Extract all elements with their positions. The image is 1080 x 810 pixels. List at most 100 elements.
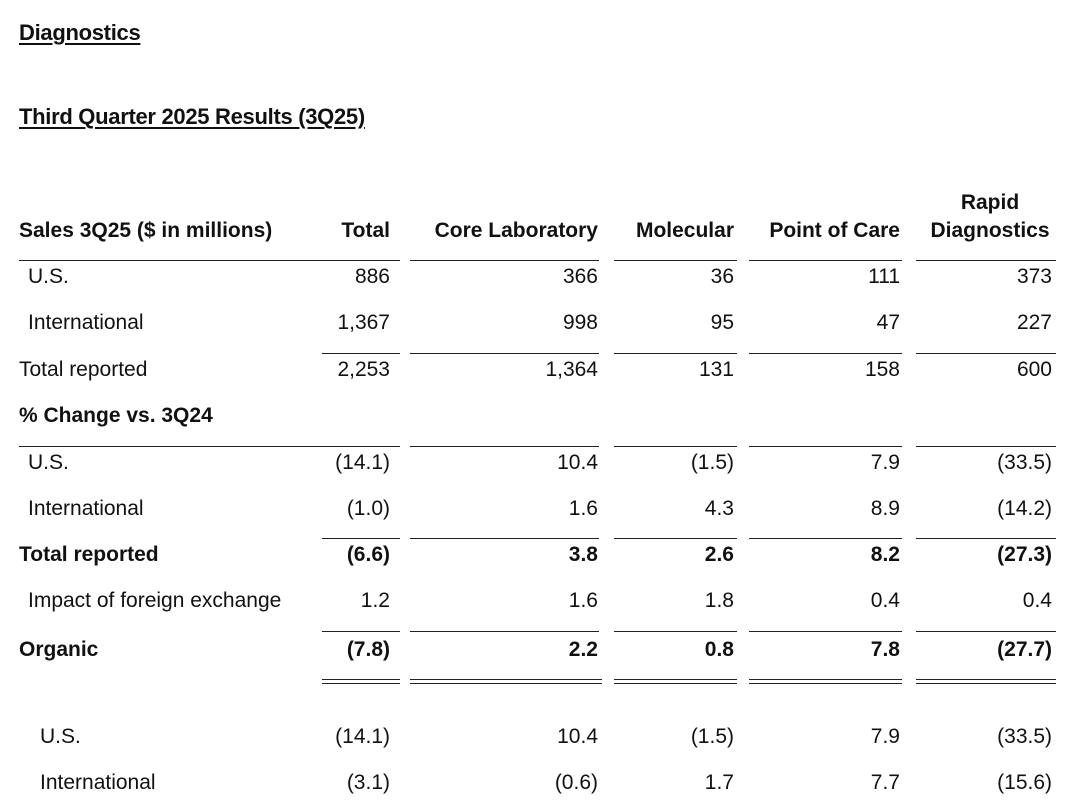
cell-us-pct-col3: (1.5) xyxy=(690,451,734,474)
table-rule xyxy=(916,538,1056,539)
double-rule xyxy=(916,679,1056,684)
cell-intl-organic-col4: 7.7 xyxy=(870,771,900,794)
row-label-intl-organic: International xyxy=(40,771,156,794)
row-label-total-pct: Total reported xyxy=(19,543,159,566)
cell-fx-impact-col2: 1.6 xyxy=(568,589,598,612)
cell-total-pct-col2: 3.8 xyxy=(568,543,598,566)
cell-us-sales-col3: 36 xyxy=(710,265,734,288)
row-label-total-sales: Total reported xyxy=(19,358,148,381)
cell-fx-impact-col1: 1.2 xyxy=(360,589,390,612)
cell-organic-col1: (7.8) xyxy=(346,638,390,661)
cell-us-sales-col5: 373 xyxy=(1016,265,1052,288)
cell-organic-col3: 0.8 xyxy=(704,638,734,661)
cell-organic-col2: 2.2 xyxy=(568,638,598,661)
table-rule xyxy=(749,446,902,447)
cell-us-pct-col1: (14.1) xyxy=(335,451,390,474)
cell-us-pct-col4: 7.9 xyxy=(870,451,900,474)
table-rule xyxy=(749,260,902,261)
cell-intl-organic-col3: 1.7 xyxy=(704,771,734,794)
cell-intl-organic-col5: (15.6) xyxy=(997,771,1052,794)
cell-us-organic-col1: (14.1) xyxy=(335,725,390,748)
cell-total-sales-col2: 1,364 xyxy=(545,358,598,381)
cell-total-pct-col3: 2.6 xyxy=(704,543,734,566)
section-title: Diagnostics xyxy=(19,20,141,45)
cell-intl-sales-col1: 1,367 xyxy=(337,311,390,334)
row-label-us-pct: U.S. xyxy=(28,451,69,474)
cell-intl-organic-col1: (3.1) xyxy=(346,771,390,794)
row-label-intl-sales: International xyxy=(28,311,144,334)
cell-intl-pct-col3: 4.3 xyxy=(704,497,734,520)
cell-fx-impact-col3: 1.8 xyxy=(704,589,734,612)
table-rule xyxy=(614,631,737,632)
cell-fx-impact-col5: 0.4 xyxy=(1022,589,1052,612)
cell-us-organic-col3: (1.5) xyxy=(690,725,734,748)
table-rule xyxy=(19,260,400,261)
cell-intl-pct-col5: (14.2) xyxy=(997,497,1052,520)
cell-us-organic-col4: 7.9 xyxy=(870,725,900,748)
table-rule xyxy=(614,353,737,354)
table-rule xyxy=(916,260,1056,261)
row-label-us-sales: U.S. xyxy=(28,265,69,288)
double-rule xyxy=(322,679,400,684)
cell-total-sales-col3: 131 xyxy=(698,358,734,381)
table-rule xyxy=(322,631,400,632)
table-rule xyxy=(410,260,599,261)
cell-intl-sales-col4: 47 xyxy=(876,311,900,334)
cell-us-sales-col2: 366 xyxy=(562,265,598,288)
cell-total-pct-col4: 8.2 xyxy=(870,543,900,566)
col-header-total: Total xyxy=(341,219,390,242)
cell-us-pct-col2: 10.4 xyxy=(557,451,598,474)
table-rule xyxy=(749,631,902,632)
double-rule xyxy=(410,679,602,684)
table-rule xyxy=(19,446,400,447)
row-label-fx-impact: Impact of foreign exchange xyxy=(28,589,282,612)
row-label-intl-pct: International xyxy=(28,497,144,520)
table-rule xyxy=(410,631,599,632)
table-rule xyxy=(322,353,400,354)
cell-total-pct-col1: (6.6) xyxy=(346,543,390,566)
cell-intl-sales-col5: 227 xyxy=(1016,311,1052,334)
col-header-point-of-care: Point of Care xyxy=(769,219,900,242)
col-header-rapid-line1: Rapid xyxy=(960,191,1020,214)
col-header-molecular: Molecular xyxy=(635,219,734,242)
cell-us-organic-col2: 10.4 xyxy=(557,725,598,748)
pct-change-header: % Change vs. 3Q24 xyxy=(19,404,213,427)
double-rule xyxy=(749,679,902,684)
cell-intl-sales-col3: 95 xyxy=(710,311,734,334)
table-rule xyxy=(614,260,737,261)
row-label-us-organic: U.S. xyxy=(40,725,81,748)
table-rule xyxy=(916,631,1056,632)
table-rule xyxy=(749,353,902,354)
table-rule xyxy=(410,538,599,539)
cell-us-pct-col5: (33.5) xyxy=(997,451,1052,474)
cell-us-sales-col1: 886 xyxy=(354,265,390,288)
cell-intl-sales-col2: 998 xyxy=(562,311,598,334)
cell-intl-pct-col4: 8.9 xyxy=(870,497,900,520)
cell-intl-pct-col1: (1.0) xyxy=(346,497,390,520)
cell-us-organic-col5: (33.5) xyxy=(997,725,1052,748)
page-subtitle: Third Quarter 2025 Results (3Q25) xyxy=(19,104,365,129)
table-rule xyxy=(410,446,599,447)
table-rule xyxy=(916,353,1056,354)
table-rule xyxy=(749,538,902,539)
cell-intl-organic-col2: (0.6) xyxy=(554,771,598,794)
table-rule xyxy=(614,446,737,447)
col-header-rapid-line2: Diagnostics xyxy=(930,219,1050,242)
col-header-core-laboratory: Core Laboratory xyxy=(434,219,598,242)
table-rule xyxy=(322,538,400,539)
row-label-organic: Organic xyxy=(19,638,99,661)
double-rule xyxy=(614,679,737,684)
table-rule xyxy=(614,538,737,539)
table-rule xyxy=(410,353,599,354)
row-header-label: Sales 3Q25 ($ in millions) xyxy=(19,219,273,242)
cell-organic-col5: (27.7) xyxy=(997,638,1052,661)
cell-organic-col4: 7.8 xyxy=(870,638,900,661)
cell-total-pct-col5: (27.3) xyxy=(997,543,1052,566)
cell-total-sales-col1: 2,253 xyxy=(337,358,390,381)
cell-fx-impact-col4: 0.4 xyxy=(870,589,900,612)
cell-us-sales-col4: 111 xyxy=(868,265,900,288)
cell-intl-pct-col2: 1.6 xyxy=(568,497,598,520)
table-rule xyxy=(916,446,1056,447)
cell-total-sales-col4: 158 xyxy=(864,358,900,381)
cell-total-sales-col5: 600 xyxy=(1016,358,1052,381)
